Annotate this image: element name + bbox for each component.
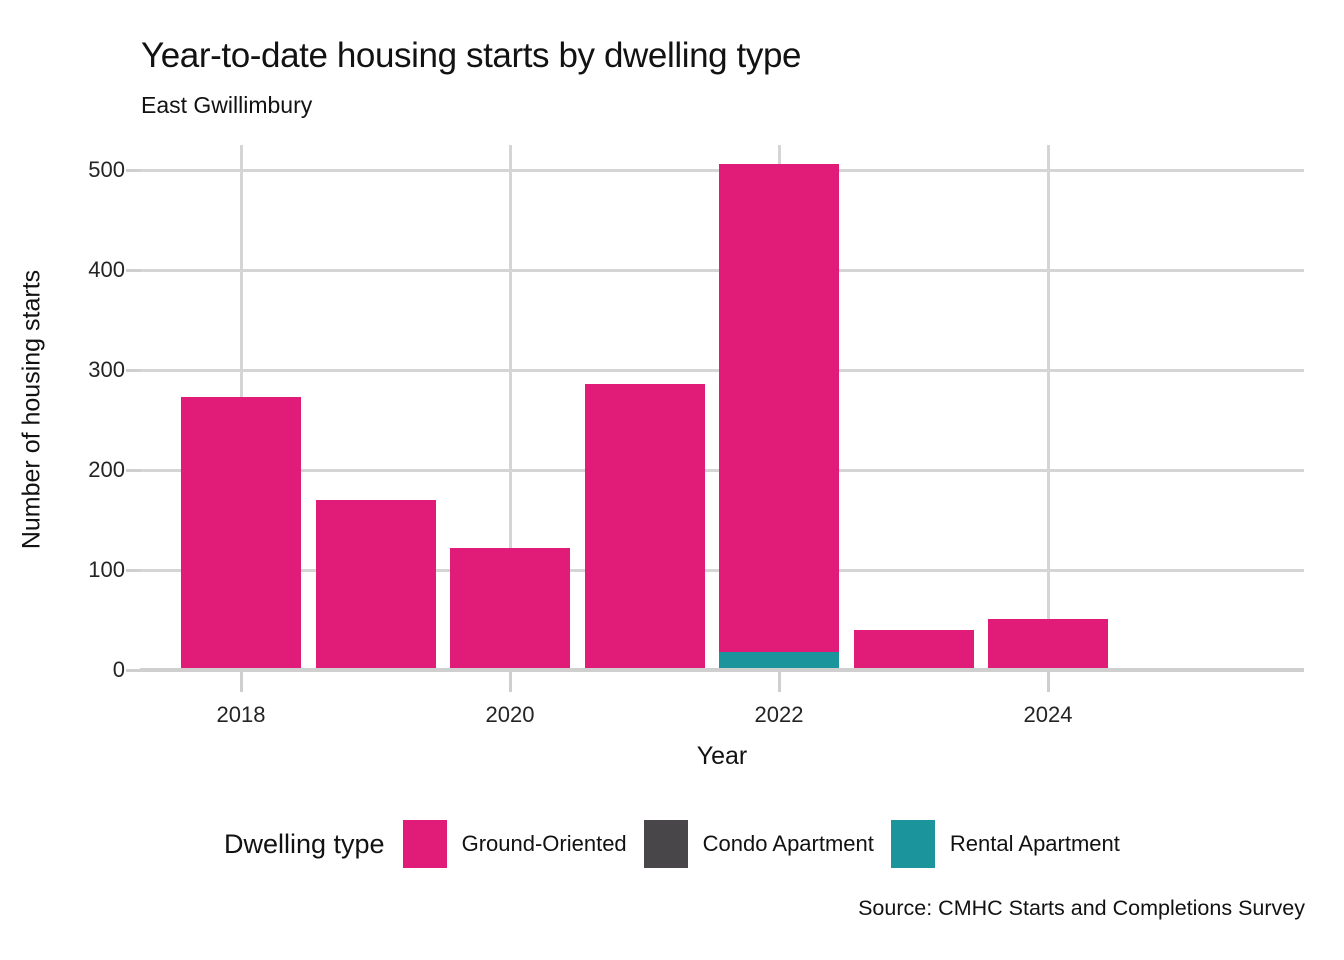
bar-segment-2019-ground-oriented (315, 500, 436, 670)
x-tick-2020 (508, 670, 512, 692)
legend-item-ground-oriented: Ground-Oriented (402, 820, 627, 868)
bar-segment-2024-ground-oriented (988, 619, 1108, 670)
legend: Dwelling type Ground-Oriented Condo Apart… (224, 818, 1120, 870)
y-tick-0 (126, 668, 141, 672)
y-tick-500 (126, 168, 141, 172)
source-note: Source: CMHC Starts and Completions Surv… (858, 896, 1305, 920)
y-tick-label-500: 500 (88, 157, 125, 182)
legend-swatch-rental-apartment (890, 820, 935, 868)
y-tick-400 (126, 268, 141, 272)
chart-subtitle: East Gwillimbury (141, 92, 313, 118)
x-axis-title: Year (696, 742, 748, 770)
y-tick-300 (126, 368, 141, 372)
legend-swatch-ground-oriented (402, 820, 447, 868)
bar-segment-2023-ground-oriented (853, 630, 974, 670)
legend-item-rental-apartment: Rental Apartment (890, 820, 1120, 868)
legend-label: Ground-Oriented (461, 831, 627, 856)
y-tick-100 (126, 568, 141, 572)
chart-title: Year-to-date housing starts by dwelling … (141, 36, 802, 75)
y-tick-label-400: 400 (88, 257, 125, 282)
bar-segment-2021-ground-oriented (584, 384, 705, 670)
x-tick-label-2018: 2018 (216, 702, 266, 727)
x-tick-label-2024: 2024 (1023, 702, 1073, 727)
legend-title: Dwelling type (224, 828, 385, 859)
y-tick-label-300: 300 (88, 357, 125, 382)
plot-area (140, 145, 1304, 672)
x-tick-label-2020: 2020 (485, 702, 535, 727)
y-tick-label-100: 100 (88, 557, 125, 582)
x-tick-2018 (239, 670, 243, 692)
legend-label: Condo Apartment (702, 831, 874, 856)
legend-label: Rental Apartment (949, 831, 1120, 856)
bar-segment-2018-ground-oriented (181, 397, 301, 670)
bar-segment-2020-ground-oriented (450, 548, 570, 670)
y-tick-label-200: 200 (88, 457, 125, 482)
y-axis-title: Number of housing starts (17, 269, 46, 550)
x-tick-2024 (1046, 670, 1050, 692)
bar-segment-2022-ground-oriented (719, 164, 839, 652)
legend-swatch-condo-apartment (643, 820, 688, 868)
y-tick-200 (126, 468, 141, 472)
x-tick-2022 (777, 670, 781, 692)
y-tick-label-0: 0 (112, 657, 125, 682)
x-axis-line (140, 668, 1304, 672)
legend-item-condo-apartment: Condo Apartment (643, 820, 874, 868)
gridline-x-2020 (508, 145, 512, 670)
bar-segment-2022-rental-apartment (719, 652, 839, 670)
gridline-x-2024 (1046, 145, 1050, 670)
x-tick-label-2022: 2022 (754, 702, 804, 727)
